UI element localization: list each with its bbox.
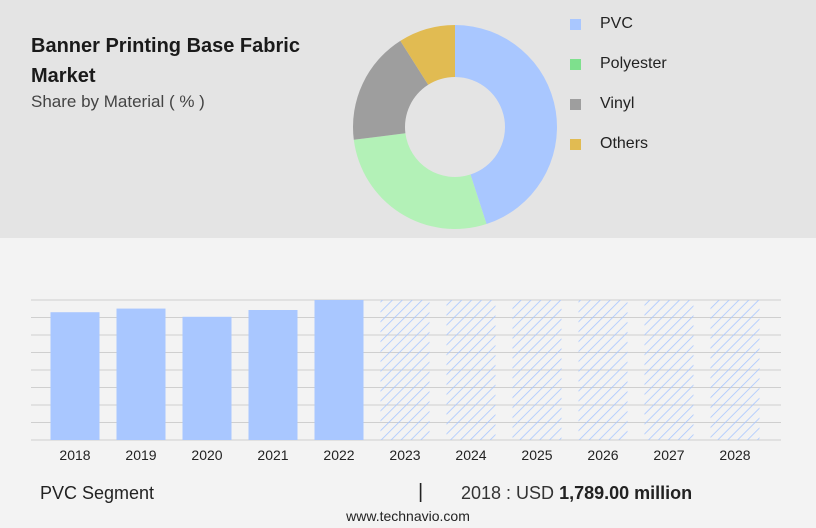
legend-label-polyester: Polyester [600,55,667,72]
donut-slice-others [400,25,455,85]
legend-item-others: Others [570,132,648,156]
bar-2018 [50,312,100,440]
x-tick-2020: 2020 [191,447,222,463]
legend-swatch-vinyl [570,98,581,110]
forecast-bar-2028 [710,300,760,440]
x-tick-2026: 2026 [587,447,618,463]
chart-subtitle: Share by Material ( % ) [31,92,205,111]
donut-chart [353,25,557,229]
chart-title: Banner Printing Base Fabric Market [31,35,300,87]
bar-2021 [248,310,298,440]
highlight-year: 2018 : USD [461,483,560,503]
donut-slice-pvc [455,25,557,225]
bar-2022 [314,300,364,440]
x-tick-2024: 2024 [455,447,486,463]
bar-2019 [116,308,166,440]
highlight-amount: 1,789.00 million [559,483,693,503]
forecast-bar-2024 [446,300,496,440]
x-tick-2028: 2028 [719,447,750,463]
forecast-bar-2027 [644,300,694,440]
bar-2020 [182,316,232,440]
forecast-bar-2023 [380,300,430,440]
footer-divider: | [418,481,424,503]
x-tick-2018: 2018 [59,447,90,463]
x-tick-2019: 2019 [125,447,156,463]
forecast-bar-2026 [578,300,628,440]
source-link[interactable]: www.technavio.com [346,508,470,524]
segment-label: PVC Segment [40,483,155,503]
donut-slice-vinyl [353,40,429,140]
legend-label-vinyl: Vinyl [600,95,635,112]
x-tick-2023: 2023 [389,447,420,463]
legend-label-pvc: PVC [600,15,633,32]
legend-label-others: Others [600,135,649,152]
donut-slice-polyester [353,133,487,229]
forecast-bar-2025 [512,300,562,440]
legend-swatch-others [570,138,581,150]
x-tick-2021: 2021 [257,447,288,463]
bar-chart: 2018 2019 2020 2021 2022 2023 2024 2025 2026 2027… [31,299,781,463]
legend-item-vinyl: Vinyl [570,92,634,116]
x-tick-2027: 2027 [653,447,684,463]
x-tick-2022: 2022 [323,447,354,463]
legend-swatch-pvc [570,18,581,30]
x-tick-2025: 2025 [521,447,552,463]
highlight-value: 2018 : USD 1,789.00 million [461,483,692,504]
legend-item-polyester: Polyester [570,52,667,76]
legend-item-pvc: PVC [570,12,633,36]
legend-swatch-polyester [570,58,581,70]
